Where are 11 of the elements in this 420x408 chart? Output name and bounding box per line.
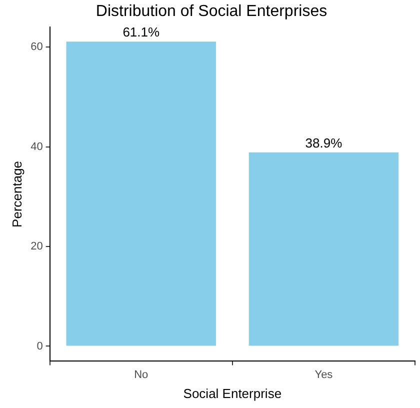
x-axis-title: Social Enterprise (183, 386, 282, 401)
y-tick-label: 60 (30, 41, 43, 54)
y-tick-label: 40 (30, 140, 43, 153)
data-label: 61.1% (122, 24, 160, 40)
x-tick-label: Yes (314, 368, 334, 381)
y-tick-label: 0 (36, 340, 43, 352)
y-axis-title: Percentage (9, 160, 24, 228)
y-tick-label: 20 (30, 240, 43, 253)
chart-title: Distribution of Social Enterprises (96, 3, 328, 20)
x-tick-label: No (134, 368, 148, 381)
data-label: 38.9% (305, 135, 343, 150)
